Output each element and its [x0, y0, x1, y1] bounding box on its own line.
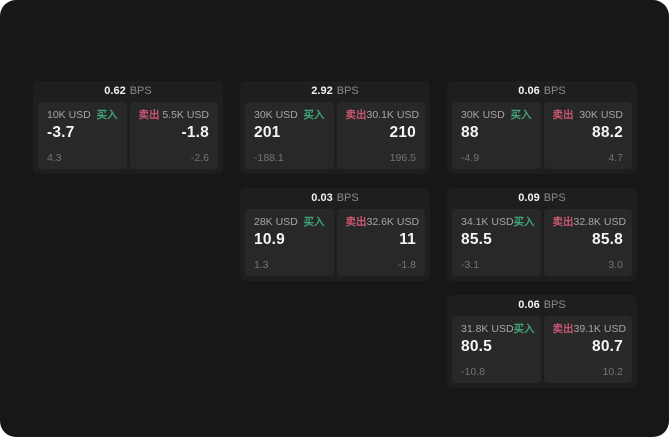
change-value: -4.9 [461, 151, 480, 164]
price-value: 85.8 [592, 230, 623, 248]
notional-size: 28K USD [254, 216, 298, 228]
notional-size: 30.1K USD [366, 109, 420, 121]
buy-panel[interactable]: 10K USD 买入 -3.7 4.3 [38, 102, 127, 169]
bps-value: 0.06 [518, 299, 540, 311]
change-value: -1.8 [397, 258, 416, 271]
change-value: 4.3 [47, 151, 62, 164]
buy-panel[interactable]: 30K USD 买入 201 -188.1 [245, 102, 334, 169]
buy-label: 买入 [303, 216, 325, 228]
bps-unit: BPS [336, 85, 359, 97]
price-value: 10.9 [254, 230, 285, 248]
change-value: 3.0 [608, 258, 623, 271]
buy-label: 买入 [96, 109, 118, 121]
buy-label: 买入 [303, 109, 325, 121]
buy-panel[interactable]: 34.1K USD 买入 85.5 -3.1 [452, 209, 541, 276]
sell-label: 卖出 [552, 216, 574, 228]
price-value: 210 [389, 123, 416, 141]
notional-size: 31.8K USD [461, 323, 514, 335]
bps-header: 2.92 BPS [245, 81, 425, 102]
sell-label: 卖出 [345, 216, 367, 228]
bps-header: 0.06 BPS [452, 295, 632, 316]
sell-label: 卖出 [552, 109, 574, 121]
bps-unit: BPS [336, 192, 359, 204]
bps-header: 0.06 BPS [452, 81, 632, 102]
sell-label: 卖出 [552, 323, 574, 335]
price-value: 80.5 [461, 337, 492, 355]
buy-panel[interactable]: 31.8K USD 买入 80.5 -10.8 [452, 316, 541, 383]
bps-unit: BPS [543, 299, 566, 311]
sell-panel[interactable]: 卖出 39.1K USD 80.7 10.2 [543, 316, 632, 383]
spread-card: 2.92 BPS 30K USD 买入 201 -188.1 卖出 30.1K … [240, 81, 430, 174]
bps-unit: BPS [543, 85, 566, 97]
buy-panel[interactable]: 28K USD 买入 10.9 1.3 [245, 209, 334, 276]
change-value: -3.1 [461, 258, 480, 271]
spread-card: 0.62 BPS 10K USD 买入 -3.7 4.3 卖出 5.5K USD… [33, 81, 223, 174]
sell-panel[interactable]: 卖出 30K USD 88.2 4.7 [543, 102, 632, 169]
buy-label: 买入 [513, 216, 535, 228]
change-value: -2.6 [190, 151, 209, 164]
buy-label: 买入 [510, 109, 532, 121]
notional-size: 32.8K USD [573, 216, 627, 228]
bps-header: 0.03 BPS [245, 188, 425, 209]
price-value: 201 [254, 123, 281, 141]
change-value: -10.8 [461, 365, 485, 378]
spread-card: 0.06 BPS 31.8K USD 买入 80.5 -10.8 卖出 39.1… [447, 295, 637, 388]
notional-size: 30K USD [579, 109, 623, 121]
price-value: 11 [399, 230, 416, 248]
buy-label: 买入 [513, 323, 535, 335]
notional-size: 32.6K USD [366, 216, 420, 228]
price-value: 80.7 [592, 337, 623, 355]
price-value: 88.2 [592, 123, 623, 141]
bps-unit: BPS [543, 192, 566, 204]
bps-header: 0.09 BPS [452, 188, 632, 209]
change-value: 196.5 [389, 151, 416, 164]
price-value: -1.8 [181, 123, 209, 141]
sell-panel[interactable]: 卖出 32.8K USD 85.8 3.0 [543, 209, 632, 276]
sell-panel[interactable]: 卖出 30.1K USD 210 196.5 [336, 102, 425, 169]
bps-value: 0.09 [518, 192, 540, 204]
price-value: 85.5 [461, 230, 492, 248]
price-value: -3.7 [47, 123, 75, 141]
bps-value: 0.62 [104, 85, 126, 97]
notional-size: 34.1K USD [461, 216, 514, 228]
sell-label: 卖出 [138, 109, 160, 121]
spread-card: 0.03 BPS 28K USD 买入 10.9 1.3 卖出 32.6K US… [240, 188, 430, 281]
notional-size: 39.1K USD [573, 323, 627, 335]
notional-size: 5.5K USD [162, 109, 209, 121]
notional-size: 10K USD [47, 109, 91, 121]
change-value: 1.3 [254, 258, 269, 271]
bps-value: 0.06 [518, 85, 540, 97]
bps-value: 2.92 [311, 85, 333, 97]
change-value: 10.2 [602, 365, 623, 378]
spread-card: 0.09 BPS 34.1K USD 买入 85.5 -3.1 卖出 32.8K… [447, 188, 637, 281]
price-value: 88 [461, 123, 479, 141]
bps-header: 0.62 BPS [38, 81, 218, 102]
bps-value: 0.03 [311, 192, 333, 204]
sell-label: 卖出 [345, 109, 367, 121]
notional-size: 30K USD [461, 109, 505, 121]
change-value: -188.1 [254, 151, 284, 164]
bps-unit: BPS [129, 85, 152, 97]
spread-card: 0.06 BPS 30K USD 买入 88 -4.9 卖出 30K USD 8… [447, 81, 637, 174]
buy-panel[interactable]: 30K USD 买入 88 -4.9 [452, 102, 541, 169]
sell-panel[interactable]: 卖出 5.5K USD -1.8 -2.6 [129, 102, 218, 169]
sell-panel[interactable]: 卖出 32.6K USD 11 -1.8 [336, 209, 425, 276]
change-value: 4.7 [608, 151, 623, 164]
notional-size: 30K USD [254, 109, 298, 121]
